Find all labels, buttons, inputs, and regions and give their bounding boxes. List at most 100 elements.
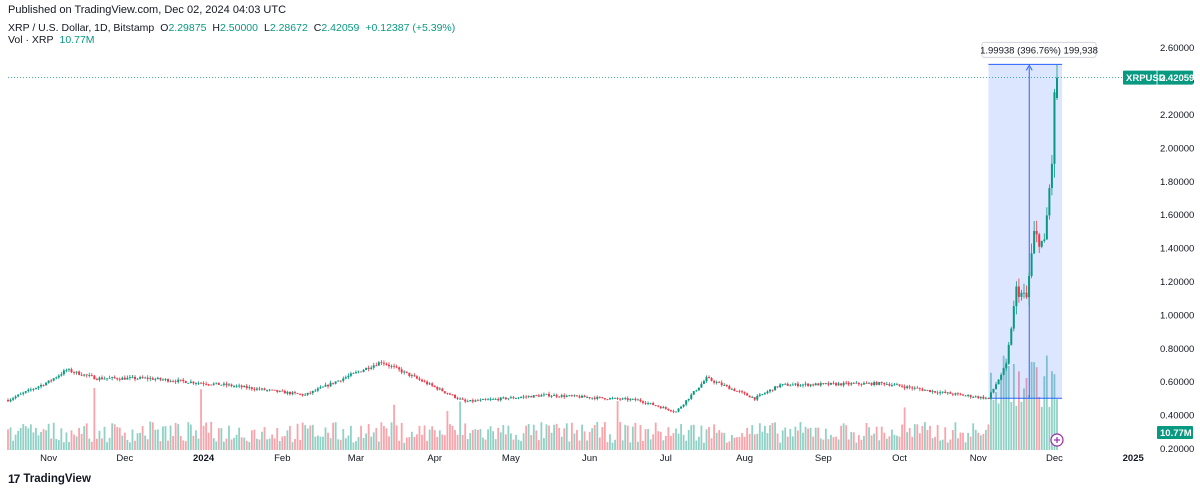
last-price-symbol: XRPUSD [1126,73,1166,84]
volume-bar [413,436,416,450]
candle-body [1007,344,1010,364]
candle-body [489,399,492,400]
volume-bar [814,427,817,450]
volume-bar [393,404,395,450]
candle-body [819,383,822,386]
candle-body [951,393,954,395]
volume-bar [598,437,601,450]
volume-bar [410,431,413,450]
volume-bar [1005,358,1008,450]
candle-body [786,383,789,386]
candle-body [410,375,413,377]
candle-body [7,400,9,402]
candle-body [756,395,759,400]
candle-body [413,375,416,377]
candle-body [578,396,581,398]
volume-bar [601,427,604,450]
candle-body [415,376,418,379]
candle-body [29,389,32,391]
add-plus-icon[interactable] [1050,433,1064,447]
volume-bar [687,429,690,450]
candle-body [202,383,205,384]
candle-body [400,369,403,373]
volume-bar [116,427,119,450]
volume-bar [217,428,220,450]
volume-bar [200,389,202,450]
volume-bar [532,424,535,450]
volume-bar [659,431,662,450]
candle-body [715,382,718,383]
candle-body [194,383,197,385]
volume-bar [563,428,566,450]
volume-bar [573,433,576,450]
candle-body [253,389,256,390]
candle-body [708,377,711,379]
candle-body [690,394,693,399]
volume-bar [476,429,479,450]
volume-bar [37,435,40,450]
candle-body [502,397,505,399]
candle-body [954,393,957,395]
candle-body [654,405,657,406]
candle-body [131,376,134,378]
volume-bar [192,435,195,450]
candle-body [774,386,777,391]
candle-body [982,396,985,399]
candle-body [443,391,446,393]
volume-bar [319,436,322,450]
candle-body [596,396,599,399]
tradingview-logo[interactable]: 17 TradingView [8,472,91,486]
candle-body [692,391,695,395]
candle-body [702,381,705,384]
volume-bar [9,427,12,450]
candle-body [921,389,924,391]
candle-body [141,377,144,378]
candle-body [520,397,523,398]
volume-bar [70,430,73,450]
candle-body [421,379,424,382]
candle-body [766,391,769,394]
candle-body [835,383,838,386]
volume-bar [951,429,954,450]
candle-body [934,391,937,393]
volume-bar [987,424,990,450]
candle-body [685,400,688,405]
candle-body [243,385,246,388]
measure-label-box [981,41,1097,58]
candle-body [367,367,370,369]
volume-bar [776,433,779,450]
volume-bar [766,433,769,450]
volume-bar [784,427,787,450]
volume-bar [492,431,495,450]
symbol-title[interactable]: XRP / U.S. Dollar, 1D, Bitstamp [8,22,155,34]
volume-title[interactable]: Vol · XRP [8,34,54,46]
candle-body [697,387,700,391]
volume-bar [52,422,55,450]
candle-body [408,372,411,376]
volume-bar [22,424,25,450]
candle-body [296,393,299,394]
volume-bar [743,436,746,450]
candle-body [514,398,517,399]
candle-body [796,383,799,387]
volume-bar [433,430,436,450]
volume-bar [751,425,754,450]
candle-body [652,402,655,406]
volume-bar [657,431,660,450]
volume-bar [144,435,147,450]
candle-body [45,382,48,386]
candle-body [682,404,685,407]
volume-bar [418,425,421,450]
candle-body [263,388,266,391]
volume-bar [167,440,169,450]
volume-bar [535,430,538,450]
volume-bar [248,442,251,450]
volume-bar [1048,406,1051,450]
volume-bar [1033,362,1036,450]
candle-body [428,383,431,385]
y-tick-label: 2.60000 [1160,43,1194,54]
volume-bar [179,435,182,450]
last-price-value: 2.42059 [1160,73,1194,84]
candle-body [647,403,650,404]
